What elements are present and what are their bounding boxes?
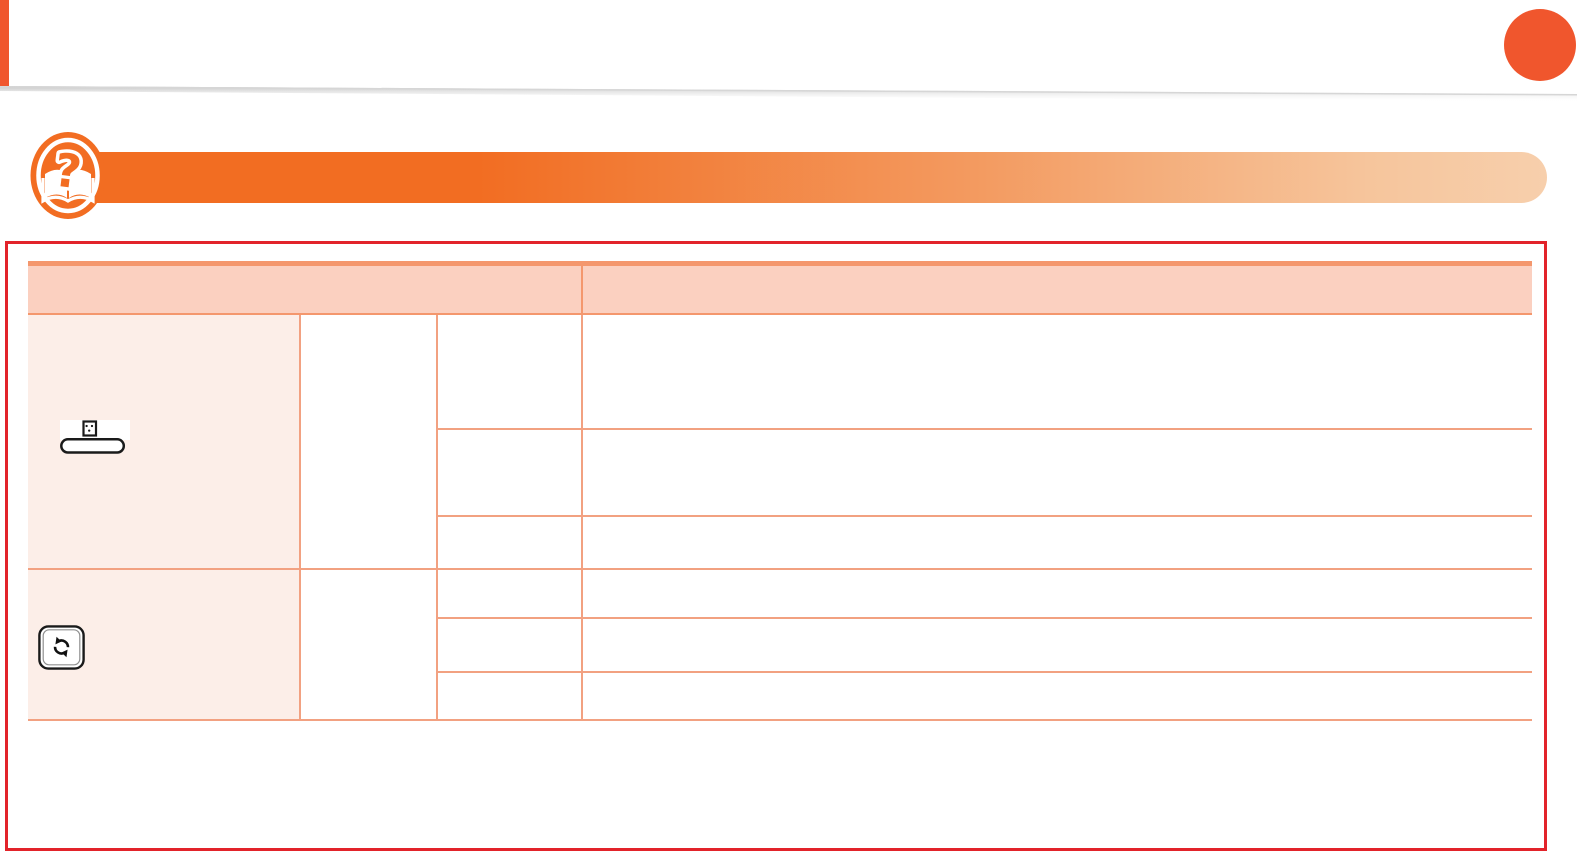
group2-row1-description <box>595 575 1515 611</box>
group2-subcategory-cell <box>305 575 430 713</box>
group-divider <box>28 568 1532 570</box>
group1-row3-item <box>442 521 575 562</box>
table-header-top-border <box>28 261 1532 266</box>
group1-row2-description <box>595 434 1515 509</box>
group2-row2-description <box>595 623 1515 665</box>
table-header-divider <box>581 266 583 313</box>
table-header-cell-right-bg <box>583 266 1532 313</box>
group1-subcategory-cell <box>305 320 430 560</box>
header-cell-left <box>40 276 570 306</box>
table-header-bottom-border <box>28 313 1532 315</box>
group1-row1-item <box>442 320 575 420</box>
column-divider-1 <box>299 315 301 719</box>
subrow-divider-1 <box>436 428 1532 430</box>
group1-row2-item <box>442 434 575 509</box>
group2-row3-description <box>595 677 1515 713</box>
subrow-divider-2 <box>436 515 1532 517</box>
subrow-divider-4 <box>436 671 1532 673</box>
open-book-question-icon: ? ? <box>30 132 106 219</box>
column-divider-2 <box>436 315 438 719</box>
group1-row3-description <box>595 521 1515 562</box>
page-corner-circle <box>1504 9 1576 81</box>
page-accent-bar <box>0 0 9 87</box>
subrow-divider-3 <box>436 617 1532 619</box>
sync-arrows-key-icon <box>38 625 85 670</box>
table-header-cell-left-bg <box>28 266 581 313</box>
header-divider-shadow <box>0 86 1577 102</box>
table-bottom-border <box>28 719 1532 721</box>
column-divider-3 <box>581 315 583 719</box>
svg-text:?: ? <box>51 143 84 200</box>
group2-row2-item <box>442 623 575 665</box>
card-slot-port-icon <box>60 420 130 454</box>
section-banner <box>62 152 1547 203</box>
header-cell-right <box>595 276 1515 306</box>
group2-row3-item <box>442 677 575 713</box>
group2-row1-item <box>442 575 575 611</box>
group1-row1-description <box>595 320 1515 420</box>
